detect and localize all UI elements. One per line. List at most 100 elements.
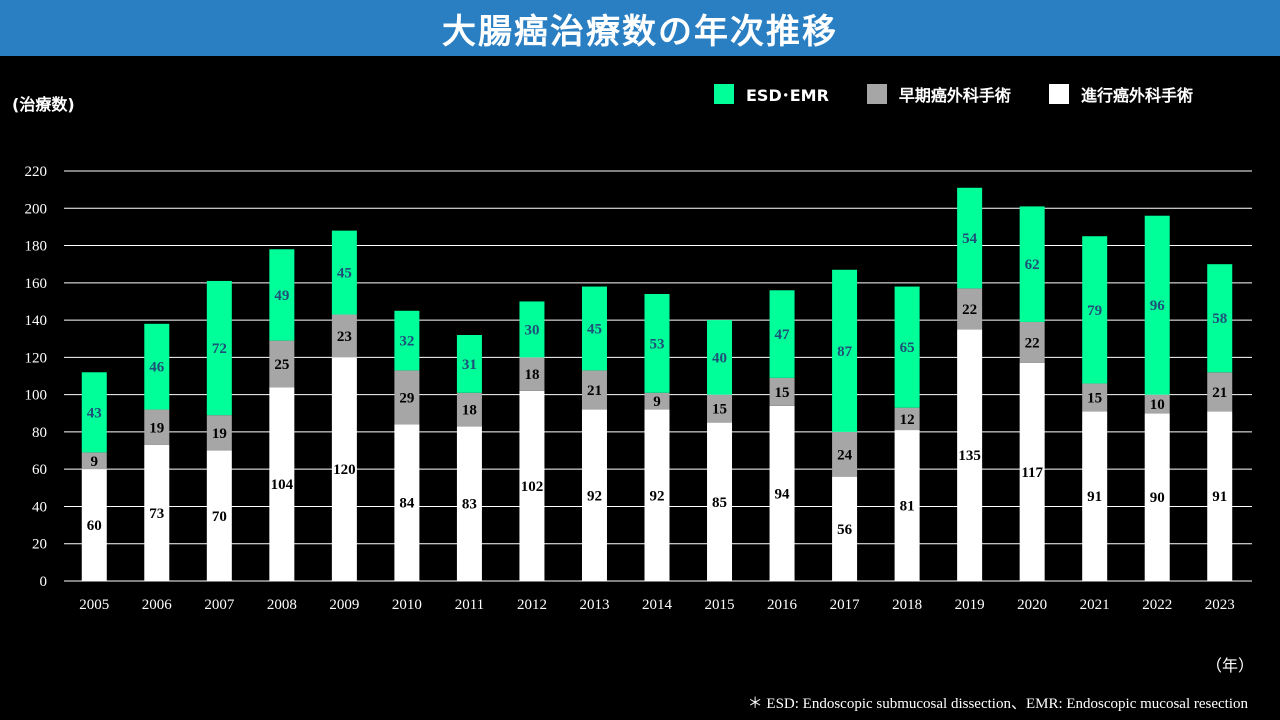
bar-early-2017	[832, 431, 858, 477]
bar-early-2014	[644, 392, 670, 410]
bar-early-2005	[81, 452, 107, 470]
bar-early-2008	[269, 340, 295, 388]
bar-advanced-2009	[331, 357, 357, 581]
bar-early-2015	[707, 394, 733, 423]
white-square-icon	[1048, 84, 1069, 104]
bar-esd-2014	[644, 294, 670, 393]
x-tick-label-2007: 2007	[204, 597, 235, 613]
bar-esd-2019	[957, 187, 983, 289]
data-label-early-2015: 15	[712, 402, 727, 418]
bar-early-2019	[957, 288, 983, 330]
bar-esd-2010	[394, 310, 420, 371]
legend-label-advanced: 進行癌外科手術	[1080, 86, 1193, 105]
bar-advanced-2022	[1144, 413, 1170, 581]
bar-early-2023	[1207, 372, 1233, 412]
bar-esd-2013	[581, 286, 607, 371]
x-tick-label-2010: 2010	[392, 597, 422, 613]
legend-label-esd: ESD･EMR	[746, 86, 829, 105]
x-tick-label-2016: 2016	[767, 597, 798, 613]
data-label-early-2018: 12	[900, 412, 915, 428]
data-label-esd-2005: 43	[87, 405, 102, 421]
bar-esd-2015	[707, 320, 733, 395]
data-label-early-2009: 23	[337, 329, 352, 345]
bar-esd-2011	[456, 335, 482, 393]
data-label-esd-2008: 49	[274, 288, 289, 304]
legend: ESD･EMR 早期癌外科手術 進行癌外科手術	[714, 82, 1193, 106]
x-tick-label-2011: 2011	[455, 597, 484, 613]
data-label-esd-2010: 32	[399, 334, 414, 350]
data-label-esd-2018: 65	[900, 340, 915, 356]
data-label-early-2020: 22	[1025, 335, 1040, 351]
bar-esd-2012	[519, 301, 545, 358]
legend-item-esd: ESD･EMR	[714, 82, 829, 106]
bar-advanced-2018	[894, 430, 920, 581]
data-label-early-2019: 22	[962, 302, 977, 318]
data-label-advanced-2015: 85	[712, 495, 727, 511]
bar-early-2013	[581, 370, 607, 410]
bar-early-2006	[144, 409, 170, 445]
data-label-advanced-2019: 135	[958, 448, 981, 464]
legend-label-early: 早期癌外科手術	[898, 86, 1011, 105]
bar-advanced-2011	[456, 426, 482, 581]
bar-esd-2017	[832, 269, 858, 432]
green-square-icon	[714, 84, 734, 104]
data-label-early-2010: 29	[399, 390, 414, 406]
bar-early-2016	[769, 377, 795, 406]
bar-early-2011	[456, 392, 482, 427]
bar-early-2009	[331, 314, 357, 358]
data-label-esd-2009: 45	[337, 266, 352, 282]
data-label-early-2016: 15	[775, 385, 790, 401]
data-label-advanced-2008: 104	[271, 477, 294, 493]
data-label-esd-2015: 40	[712, 350, 727, 366]
data-label-early-2006: 19	[149, 420, 164, 436]
bar-advanced-2013	[581, 409, 607, 581]
x-tick-label-2006: 2006	[142, 597, 173, 613]
y-tick-label-20: 20	[32, 537, 47, 553]
data-label-advanced-2022: 90	[1150, 490, 1165, 506]
bar-esd-2022	[1144, 215, 1170, 395]
data-label-esd-2019: 54	[962, 231, 978, 247]
data-label-early-2012: 18	[524, 367, 539, 383]
data-label-advanced-2009: 120	[333, 462, 356, 478]
data-label-advanced-2016: 94	[775, 486, 791, 502]
x-tick-label-2009: 2009	[329, 597, 359, 613]
bar-esd-2021	[1082, 236, 1108, 384]
data-label-esd-2012: 30	[524, 322, 539, 338]
data-label-esd-2007: 72	[212, 341, 227, 357]
bar-advanced-2023	[1207, 411, 1233, 581]
bar-advanced-2012	[519, 390, 545, 581]
data-label-early-2007: 19	[212, 426, 227, 442]
bar-advanced-2006	[144, 444, 170, 581]
y-tick-label-200: 200	[25, 201, 48, 217]
data-label-advanced-2005: 60	[87, 518, 102, 534]
data-label-advanced-2021: 91	[1087, 489, 1102, 505]
data-label-esd-2022: 96	[1150, 298, 1166, 314]
y-tick-label-220: 220	[25, 164, 48, 180]
data-label-advanced-2010: 84	[399, 496, 415, 512]
bar-esd-2018	[894, 286, 920, 408]
bar-early-2022	[1144, 394, 1170, 414]
y-tick-label-80: 80	[32, 425, 47, 441]
x-tick-label-2023: 2023	[1205, 597, 1235, 613]
legend-item-early: 早期癌外科手術	[866, 82, 1011, 106]
data-label-esd-2020: 62	[1025, 257, 1040, 273]
x-tick-label-2005: 2005	[79, 597, 109, 613]
footnote: ＊ ESD: Endoscopic submucosal dissection、…	[747, 696, 1248, 712]
data-label-esd-2011: 31	[462, 357, 477, 373]
data-label-early-2005: 9	[91, 454, 99, 470]
bar-advanced-2015	[707, 422, 733, 581]
data-label-early-2022: 10	[1150, 397, 1165, 413]
bar-esd-2009	[331, 230, 357, 315]
bar-advanced-2010	[394, 424, 420, 581]
bar-esd-2020	[1019, 206, 1045, 322]
data-label-early-2008: 25	[274, 357, 289, 373]
y-tick-label-160: 160	[25, 276, 48, 292]
x-tick-label-2021: 2021	[1080, 597, 1110, 613]
data-label-early-2014: 9	[653, 394, 661, 410]
x-tick-label-2012: 2012	[517, 597, 547, 613]
x-tick-label-2020: 2020	[1017, 597, 1047, 613]
bar-esd-2008	[269, 249, 295, 341]
bar-early-2012	[519, 357, 545, 391]
title-bar: 大腸癌治療数の年次推移	[0, 0, 1280, 56]
